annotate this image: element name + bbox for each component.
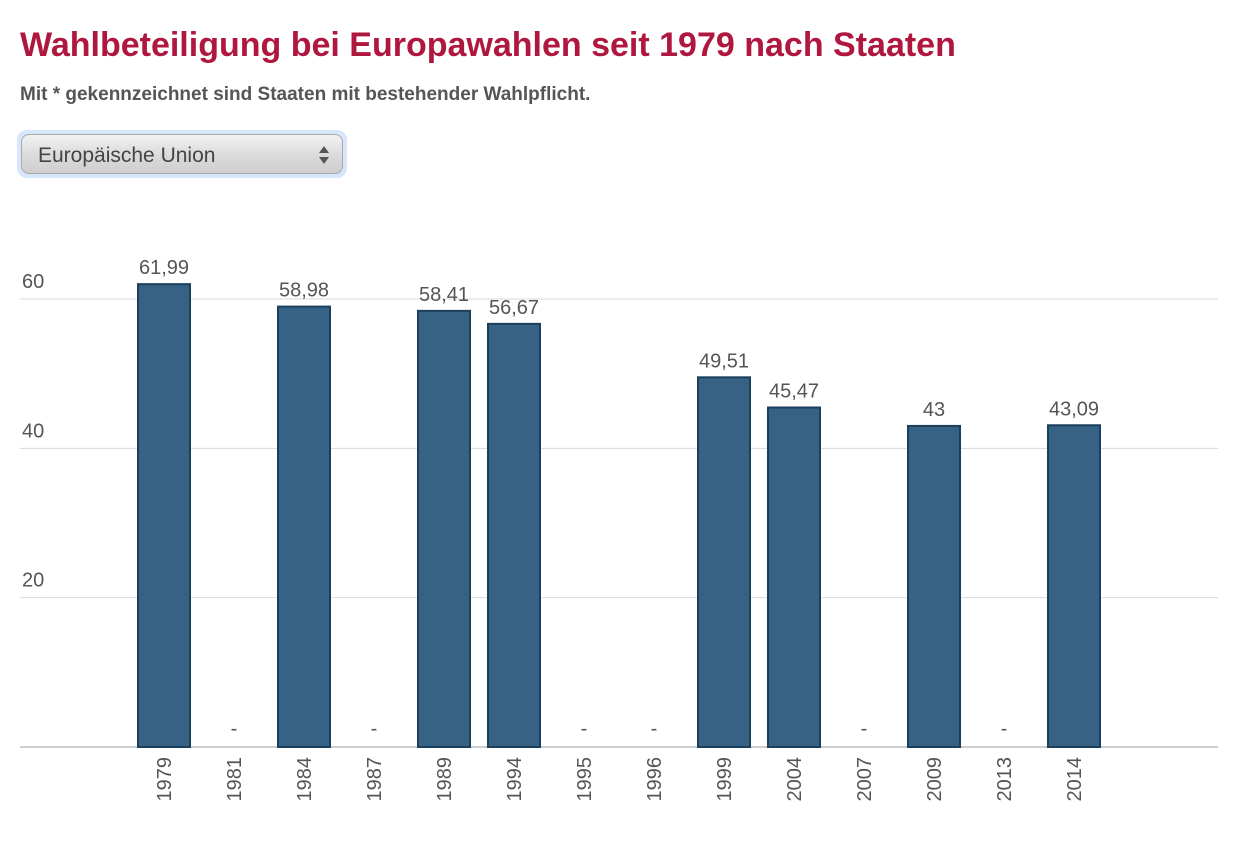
data-label-1994: 56,67 [489, 297, 539, 319]
data-label-2007: - [861, 718, 868, 740]
y-tick-label: 20 [22, 570, 44, 592]
data-label-1979: 61,99 [139, 257, 189, 279]
page-title: Wahlbeteiligung bei Europawahlen seit 19… [20, 26, 956, 64]
data-label-1981: - [231, 718, 238, 740]
gridlines [20, 298, 1218, 748]
x-tick-label-2007: 2007 [854, 757, 876, 802]
bar-2009[interactable] [907, 424, 961, 748]
data-label-1984: 58,98 [279, 280, 329, 302]
data-labels: 61,99 - 58,98 - 58,41 56,67 - - 49,51 45,47 - 43 - 43… [139, 257, 1099, 740]
country-select-value: Europäische Union [38, 144, 216, 167]
x-tick-label-1995: 1995 [574, 757, 596, 802]
data-label-1996: - [651, 718, 658, 740]
x-tick-label-1999: 1999 [714, 757, 736, 802]
bar-1989[interactable] [417, 309, 471, 748]
bar-1984[interactable] [277, 305, 331, 748]
x-axis: 1979 1981 1984 1987 1989 1994 1995 1996 1999 2004… [154, 757, 1086, 802]
x-tick-label-2014: 2014 [1064, 757, 1086, 802]
x-tick-label-1996: 1996 [644, 757, 666, 802]
x-tick-label-1994: 1994 [504, 757, 526, 802]
y-tick-label: 40 [22, 420, 44, 442]
x-tick-label-1984: 1984 [294, 757, 316, 802]
data-label-2014: 43,09 [1049, 398, 1099, 420]
data-label-1995: - [581, 718, 588, 740]
bar-1979[interactable] [137, 283, 191, 748]
y-tick-label: 60 [22, 271, 44, 293]
page-subtitle: Mit * gekennzeichnet sind Staaten mit be… [20, 84, 591, 105]
bar-2004[interactable] [767, 406, 821, 748]
x-tick-label-1989: 1989 [434, 757, 456, 802]
x-tick-label-1981: 1981 [224, 757, 246, 802]
data-label-1999: 49,51 [699, 350, 749, 372]
data-label-2004: 45,47 [769, 380, 819, 402]
bar-1999[interactable] [697, 376, 751, 748]
data-label-1989: 58,41 [419, 284, 469, 306]
bars [137, 283, 1101, 748]
select-arrows-icon [319, 146, 329, 164]
x-tick-label-2004: 2004 [784, 757, 806, 802]
x-tick-label-1979: 1979 [154, 757, 176, 802]
data-label-2013: - [1001, 718, 1008, 740]
x-tick-label-2009: 2009 [924, 757, 946, 802]
x-tick-label-1987: 1987 [364, 757, 386, 802]
country-select[interactable]: Europäische Union [21, 134, 343, 174]
bar-1994[interactable] [487, 322, 541, 748]
x-tick-label-2013: 2013 [994, 757, 1016, 802]
country-select-focus-ring: Europäische Union [17, 130, 347, 178]
data-label-2009: 43 [923, 399, 945, 421]
bar-2014[interactable] [1047, 424, 1101, 748]
y-axis: 20 40 60 [22, 271, 44, 592]
data-label-1987: - [371, 718, 378, 740]
